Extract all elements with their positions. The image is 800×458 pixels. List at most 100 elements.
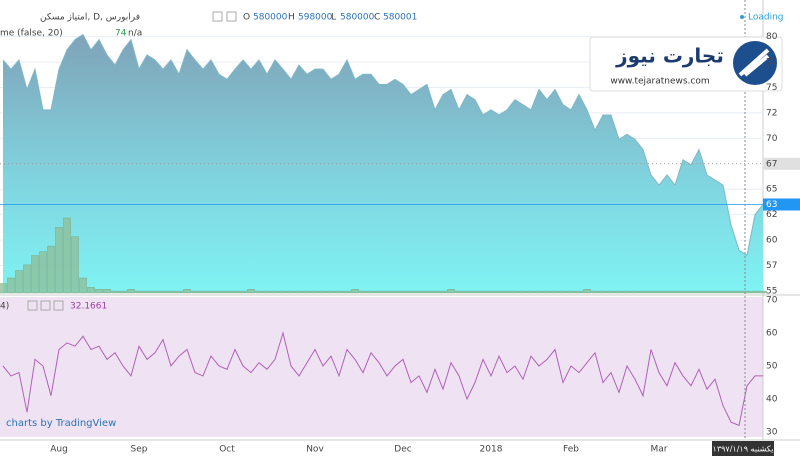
volume-bar <box>559 290 567 294</box>
y-tick-label: 70 <box>766 134 778 144</box>
volume-bar <box>191 290 199 294</box>
icon[interactable] <box>212 11 223 22</box>
volume-bar <box>367 290 375 294</box>
volume-bar <box>711 290 719 294</box>
rsi-line <box>2 331 763 427</box>
ohlc-value: 580001 <box>383 13 417 23</box>
rsi-value: 32.1661 <box>70 302 107 312</box>
x-tick-label: Dec <box>394 445 411 455</box>
volume-bar <box>327 290 335 294</box>
volume-bar <box>271 290 279 294</box>
ohlc-label: L <box>331 13 336 23</box>
volume-bar <box>575 290 583 294</box>
volume-bar <box>479 290 487 294</box>
volume-bar <box>111 290 119 294</box>
ohlc-label: H <box>288 13 295 23</box>
y-tick-label: 77 <box>766 58 777 68</box>
volume-bar <box>351 289 359 294</box>
volume-bar <box>511 290 519 294</box>
icon[interactable] <box>40 300 51 311</box>
volume-bar <box>103 289 111 294</box>
logo-title: تجارت نیوز <box>615 44 724 68</box>
volume-bar <box>135 290 143 294</box>
volume-bar <box>175 290 183 294</box>
ohlc-label: C <box>374 13 380 23</box>
volume-bar <box>311 290 319 294</box>
volume-bar <box>255 290 263 294</box>
volume-bar <box>399 290 407 294</box>
y-tick-label: 72 <box>766 108 777 118</box>
ohlc-value: 598000 <box>298 13 333 23</box>
icon[interactable] <box>226 11 237 22</box>
crosshair-label: یکشنبه ۱۳۹۷/۱/۱۹ <box>713 445 774 454</box>
volume-bar <box>439 290 447 294</box>
volume-bar <box>0 283 7 294</box>
volume-bar <box>543 290 551 294</box>
volume-bar <box>119 290 127 294</box>
volume-bar <box>735 290 743 294</box>
volume-bar <box>615 290 623 294</box>
volume-bar <box>487 290 495 294</box>
volume-bar <box>415 290 423 294</box>
volume-bar <box>679 290 687 294</box>
volume-bar <box>455 290 463 294</box>
icon[interactable] <box>27 300 38 311</box>
volume-bar <box>743 290 751 294</box>
volume-bar <box>223 290 231 294</box>
ohlc-value: 580000 <box>340 13 375 23</box>
volume-bar <box>631 290 639 294</box>
y-tick-label: 55 <box>766 286 777 296</box>
ohlc-value: 580000 <box>253 13 288 23</box>
volume-bar <box>143 290 151 294</box>
volume-bar <box>703 290 711 294</box>
volume-bar <box>127 289 135 294</box>
volume-bar <box>359 290 367 294</box>
volume-bar <box>287 290 295 294</box>
x-tick-label: Oct <box>219 445 235 455</box>
volume-bar <box>527 290 535 294</box>
volume-bar <box>519 290 527 294</box>
y-tick-label: 65 <box>766 185 777 195</box>
volume-bar <box>655 290 663 294</box>
volume-bar <box>583 289 591 294</box>
logo: تجارت نیوز www.tejaratnews.com <box>589 36 783 92</box>
volume-bar <box>671 290 679 294</box>
volume-bar <box>447 289 455 294</box>
volume-bar <box>607 290 615 294</box>
x-tick-label: Feb <box>563 445 579 455</box>
volume-label: me (false, 20) <box>0 29 63 39</box>
icon[interactable] <box>53 300 64 311</box>
y-tick-label: 57 <box>766 261 777 271</box>
volume-bar <box>151 290 159 294</box>
volume-bar <box>15 270 23 294</box>
volume-bar <box>207 290 215 294</box>
volume-bar <box>751 290 759 294</box>
logo-url: www.tejaratnews.com <box>610 77 709 87</box>
rsi-tick-label: 40 <box>766 395 778 405</box>
volume-bar <box>31 255 39 294</box>
last-price-box <box>763 198 800 211</box>
rsi-label: 4) <box>0 302 9 312</box>
volume-bar <box>279 290 287 294</box>
volume-bar <box>23 264 31 294</box>
volume-bar <box>159 290 167 294</box>
price-area <box>3 34 763 294</box>
price-line <box>2 33 764 257</box>
volume-bar <box>231 290 239 294</box>
volume-bar <box>567 290 575 294</box>
volume-bar <box>263 290 271 294</box>
rsi-tick-label: 50 <box>766 362 778 372</box>
volume-bar <box>199 290 207 294</box>
last-price-label: 63 <box>766 200 777 210</box>
volume-bar <box>239 290 247 294</box>
volume-bar <box>391 290 399 294</box>
y-tick-label: 75 <box>766 83 777 93</box>
volume-bar <box>423 290 431 294</box>
x-tick-label: Aug <box>50 445 68 455</box>
volume-bar <box>167 290 175 294</box>
volume-bar <box>375 290 383 294</box>
marker-label: 67 <box>766 159 777 169</box>
volume-bar <box>87 287 95 294</box>
volume-bar <box>599 290 607 294</box>
